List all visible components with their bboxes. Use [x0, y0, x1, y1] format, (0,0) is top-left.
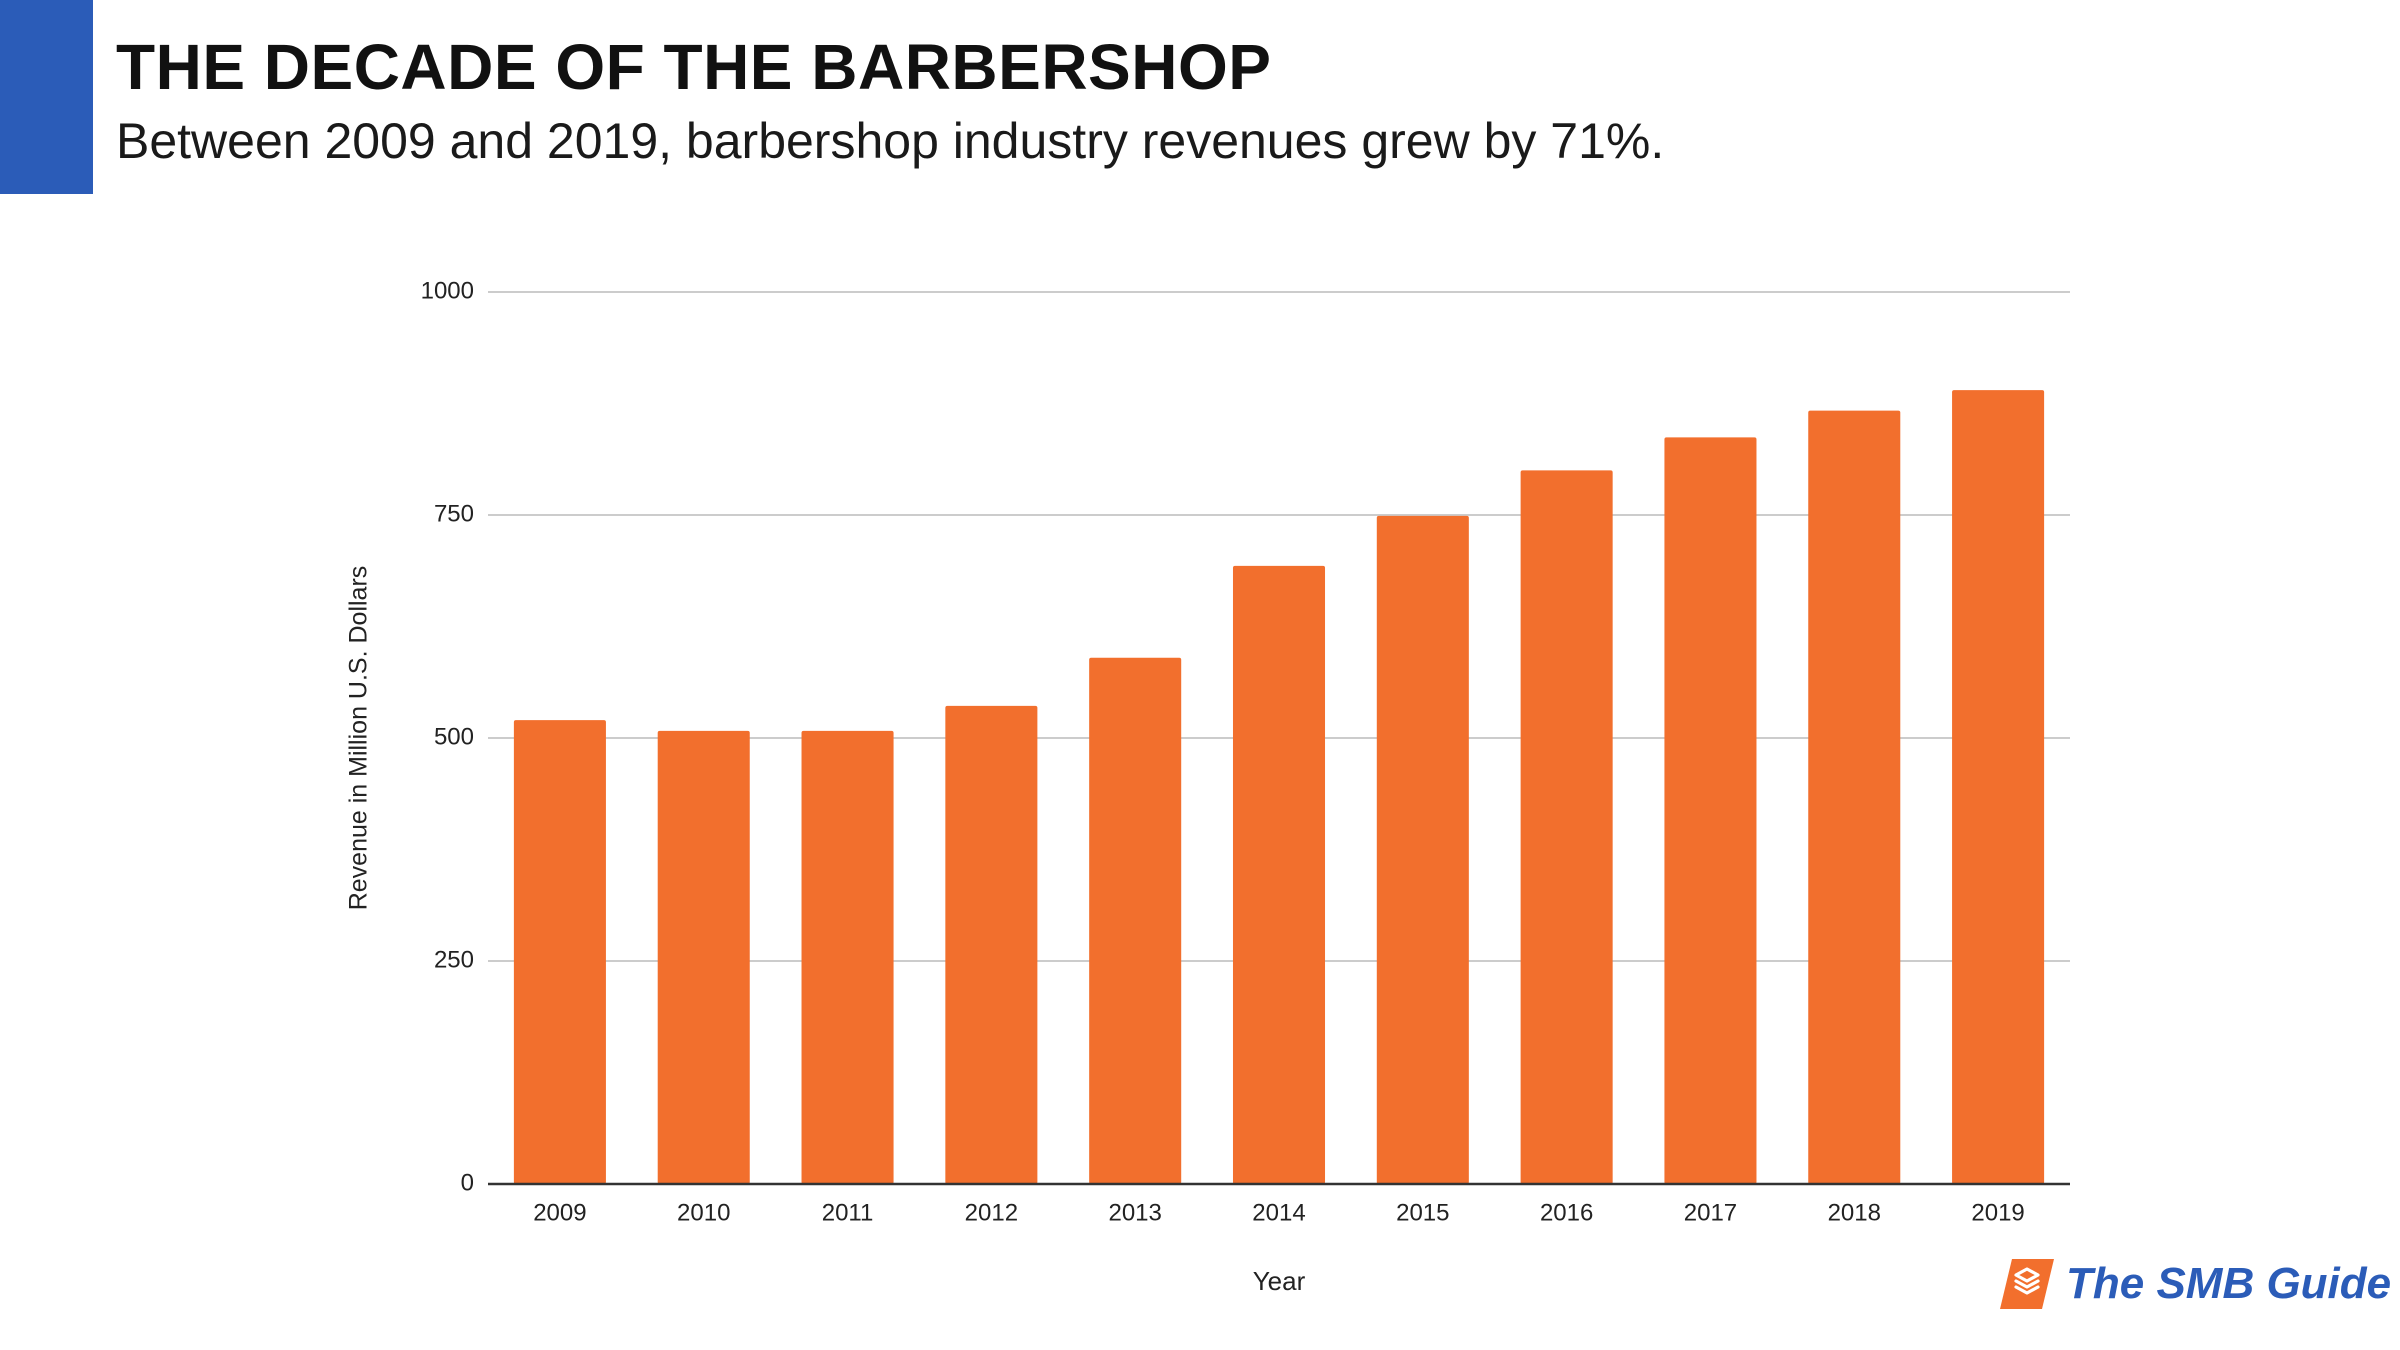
bar-2013: [1089, 657, 1182, 1184]
x-tick-label: 2010: [677, 1199, 730, 1226]
y-tick-label: 500: [434, 723, 474, 750]
x-tick-label: 2009: [533, 1199, 586, 1226]
y-axis-label: Revenue in Million U.S. Dollars: [345, 566, 373, 911]
bar-2019: [1952, 390, 2045, 1184]
x-tick-label: 2013: [1108, 1199, 1161, 1226]
y-tick-label: 0: [461, 1169, 474, 1196]
bar-2018: [1808, 410, 1901, 1184]
page-subtitle: Between 2009 and 2019, barbershop indust…: [116, 113, 1665, 169]
page-title: THE DECADE OF THE BARBERSHOP: [116, 31, 1272, 103]
bar-2016: [1520, 470, 1613, 1184]
gridlines: [488, 291, 2070, 962]
bar-2017: [1664, 437, 1757, 1184]
x-tick-label: 2018: [1828, 1199, 1881, 1226]
stacked-layers-icon: [2000, 1259, 2054, 1309]
logo-text: The SMB Guide: [2066, 1259, 2392, 1308]
x-tick-label: 2016: [1540, 1199, 1593, 1226]
y-tick-labels: 0 250 500 750 1000: [421, 277, 474, 1196]
accent-bar: [0, 0, 93, 194]
bar-2009: [513, 720, 606, 1184]
bar-2010: [657, 730, 750, 1184]
x-axis-label: Year: [1253, 1266, 1306, 1296]
bar-2011: [801, 730, 894, 1184]
x-tick-label: 2014: [1252, 1199, 1305, 1226]
x-tick-labels: 2009 2010 2011 2012 2013 2014 2015 2016 2017 2018…: [533, 1199, 2025, 1226]
bar-2014: [1232, 565, 1326, 1184]
x-tick-label: 2015: [1396, 1199, 1449, 1226]
y-tick-label: 250: [434, 946, 474, 973]
bars: [513, 390, 2045, 1184]
smb-guide-logo: The SMB Guide: [2000, 1256, 2391, 1312]
x-tick-label: 2011: [822, 1199, 874, 1226]
y-tick-label: 1000: [421, 277, 474, 304]
bar-2012: [945, 705, 1038, 1184]
x-tick-label: 2017: [1684, 1199, 1737, 1226]
x-tick-label: 2012: [965, 1199, 1018, 1226]
bar-2015: [1376, 515, 1469, 1184]
x-tick-label: 2019: [1971, 1199, 2024, 1226]
y-tick-label: 750: [434, 500, 474, 527]
